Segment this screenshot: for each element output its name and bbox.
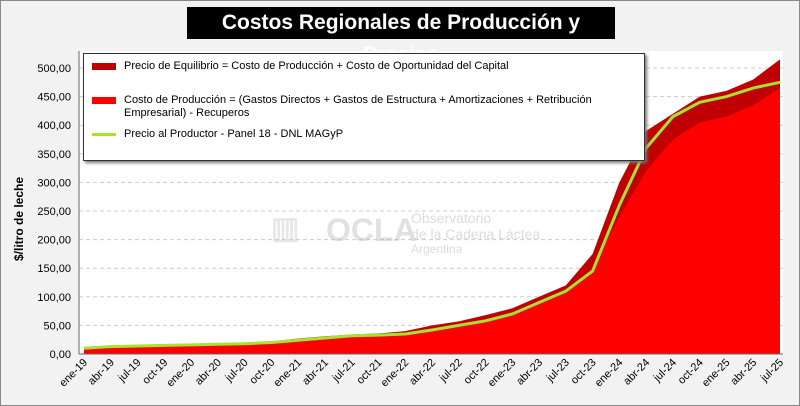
- legend-swatch-costo: [92, 97, 116, 104]
- x-tick-label: ene-19: [57, 357, 90, 390]
- x-tick-label: ene-21: [272, 357, 305, 390]
- point-precio-productor: [618, 204, 621, 207]
- x-tick-label: ene-23: [486, 357, 519, 390]
- x-tick-label: jul-22: [437, 357, 465, 385]
- y-tick-label: 50,00: [43, 320, 71, 332]
- point-precio-productor: [377, 334, 380, 336]
- x-tick-label: abr-20: [193, 357, 224, 388]
- watermark-logo-icon: ▥: [271, 212, 299, 245]
- x-tick-label: jul-20: [223, 357, 251, 385]
- legend-item-costo: Costo de Producción = (Gastos Directos +…: [92, 94, 624, 120]
- point-precio-productor: [163, 344, 166, 347]
- legend-label: Precio al Productor - Panel 18 - DNL MAG…: [124, 128, 344, 140]
- x-tick-label: ene-24: [593, 357, 626, 390]
- ocla-watermark: ▥ OCLA Observatorio de la Cadena Láctea …: [271, 210, 540, 256]
- legend-swatch-equilibrio: [92, 63, 116, 70]
- point-precio-productor: [725, 95, 728, 98]
- watermark-brand: OCLA: [326, 212, 417, 248]
- watermark-line3: Argentina: [411, 242, 463, 256]
- point-precio-productor: [538, 301, 540, 304]
- y-tick-label: 200,00: [37, 235, 71, 247]
- legend-label: Precio de Equilibrio = Costo de Producci…: [124, 60, 509, 72]
- x-tick-label: jul-21: [330, 357, 358, 385]
- x-tick-label: jul-19: [115, 357, 143, 385]
- legend: Precio de Equilibrio = Costo de Producci…: [83, 53, 645, 161]
- y-tick-label: 450,00: [37, 92, 71, 104]
- y-tick-label: 150,00: [37, 263, 71, 275]
- point-precio-productor: [645, 147, 647, 149]
- watermark-line2: de la Cadena Láctea: [411, 226, 540, 242]
- x-tick-label: abr-24: [621, 357, 652, 388]
- x-tick-label: abr-21: [300, 357, 331, 388]
- point-precio-productor: [457, 324, 460, 327]
- y-tick-label: 400,00: [37, 120, 71, 132]
- point-precio-productor: [752, 87, 755, 89]
- point-precio-productor: [350, 334, 353, 337]
- point-precio-productor: [511, 313, 514, 315]
- point-precio-productor: [190, 344, 192, 346]
- legend-swatch-precio: [92, 133, 116, 136]
- x-tick-label: jul-25: [758, 357, 786, 385]
- point-precio-productor: [565, 290, 567, 292]
- point-precio-productor: [324, 337, 326, 339]
- y-axis-label: $/litro de leche: [12, 177, 26, 261]
- point-precio-productor: [109, 345, 112, 348]
- point-precio-productor: [404, 333, 407, 335]
- x-tick-label: ene-22: [379, 357, 412, 390]
- x-tick-label: abr-25: [728, 357, 759, 388]
- legend-item-precio: Precio al Productor - Panel 18 - DNL MAG…: [92, 128, 624, 141]
- x-tick-label: ene-20: [164, 357, 197, 390]
- area-costo-produccion: [84, 88, 780, 355]
- y-tick-label: 500,00: [37, 63, 71, 75]
- point-precio-productor: [591, 270, 594, 272]
- point-precio-productor: [484, 320, 487, 322]
- y-tick-label: 350,00: [37, 149, 71, 161]
- point-precio-productor: [243, 342, 246, 345]
- chart-title: Costos Regionales de Producción y Precio…: [187, 7, 615, 66]
- y-tick-label: 0,00: [50, 349, 71, 361]
- point-precio-productor: [779, 81, 781, 84]
- watermark-line1: Observatorio: [411, 210, 491, 226]
- point-precio-productor: [297, 339, 299, 342]
- point-precio-productor: [431, 329, 433, 331]
- x-tick-label: abr-19: [86, 357, 117, 388]
- y-tick-label: 300,00: [37, 177, 71, 189]
- x-tick-label: abr-23: [514, 357, 545, 388]
- legend-item-equilibrio: Precio de Equilibrio = Costo de Producci…: [92, 60, 624, 73]
- x-tick-label: ene-25: [700, 357, 733, 390]
- y-tick-label: 100,00: [37, 292, 71, 304]
- point-precio-productor: [698, 101, 701, 104]
- x-tick-label: jul-23: [544, 357, 572, 385]
- legend-label: Costo de Producción = (Gastos Directos +…: [124, 94, 592, 119]
- point-precio-productor: [136, 345, 139, 347]
- point-precio-productor: [217, 343, 219, 346]
- y-tick-label: 250,00: [37, 206, 71, 218]
- point-precio-productor: [83, 347, 85, 350]
- x-tick-label: jul-24: [651, 357, 679, 385]
- point-precio-productor: [672, 115, 674, 118]
- x-tick-label: abr-22: [407, 357, 438, 388]
- point-precio-productor: [270, 341, 273, 344]
